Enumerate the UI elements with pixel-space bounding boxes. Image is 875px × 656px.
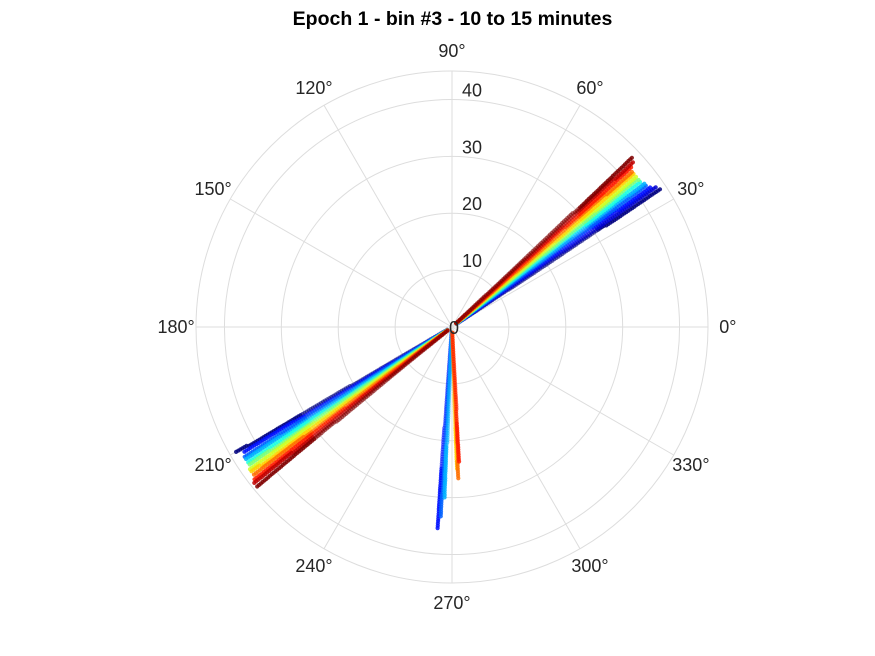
angular-grid-line	[451, 326, 581, 549]
angle-tick-label: 270°	[433, 593, 470, 613]
data-point	[442, 495, 447, 500]
data-point	[435, 526, 440, 531]
data-point	[629, 169, 635, 175]
radial-tick-label: 0	[449, 318, 459, 338]
angular-grid-line	[230, 198, 453, 328]
data-point	[657, 187, 663, 192]
radial-tick-label: 40	[462, 80, 482, 100]
radial-tick-label: 20	[462, 194, 482, 214]
data-point	[243, 456, 249, 462]
angle-tick-label: 30°	[677, 179, 704, 199]
data-point	[242, 449, 247, 454]
angular-grid-line	[323, 105, 453, 328]
angle-tick-label: 180°	[157, 317, 194, 337]
angular-grid-line	[451, 105, 581, 328]
data-point	[648, 185, 653, 190]
data-point	[456, 476, 461, 481]
chart-title: Epoch 1 - bin #3 - 10 to 15 minutes	[292, 8, 613, 30]
data-point	[249, 469, 254, 474]
scatter-points	[234, 155, 663, 531]
data-point	[629, 155, 635, 160]
angular-grid-line	[451, 198, 674, 328]
data-point	[653, 185, 658, 190]
angle-tick-label: 150°	[194, 179, 231, 199]
radial-tick-label: 10	[462, 251, 482, 271]
radial-tick-label: 30	[462, 137, 482, 157]
data-point	[636, 177, 641, 183]
angle-tick-label: 210°	[194, 455, 231, 475]
data-point	[642, 181, 647, 186]
angle-tick-label: 240°	[295, 556, 332, 576]
angle-tick-label: 330°	[672, 455, 709, 475]
data-point	[630, 160, 636, 165]
angle-tick-label: 60°	[576, 78, 603, 98]
data-point	[234, 449, 239, 454]
data-point	[247, 462, 252, 467]
angle-tick-label: 90°	[438, 41, 465, 61]
angle-tick-label: 120°	[295, 78, 332, 98]
angle-tick-label: 0°	[719, 317, 736, 337]
angular-grid-line	[451, 326, 674, 456]
data-point	[457, 459, 462, 464]
data-point	[252, 480, 257, 485]
angle-tick-label: 300°	[571, 556, 608, 576]
angular-grid-line	[323, 326, 453, 549]
tick-labels: 0° 30° 60° 90° 120° 150° 180° 210° 240° 270° 300° 3…	[157, 41, 736, 613]
data-point	[251, 472, 257, 477]
data-point	[255, 484, 260, 489]
data-point	[438, 514, 443, 519]
data-point	[633, 174, 639, 179]
